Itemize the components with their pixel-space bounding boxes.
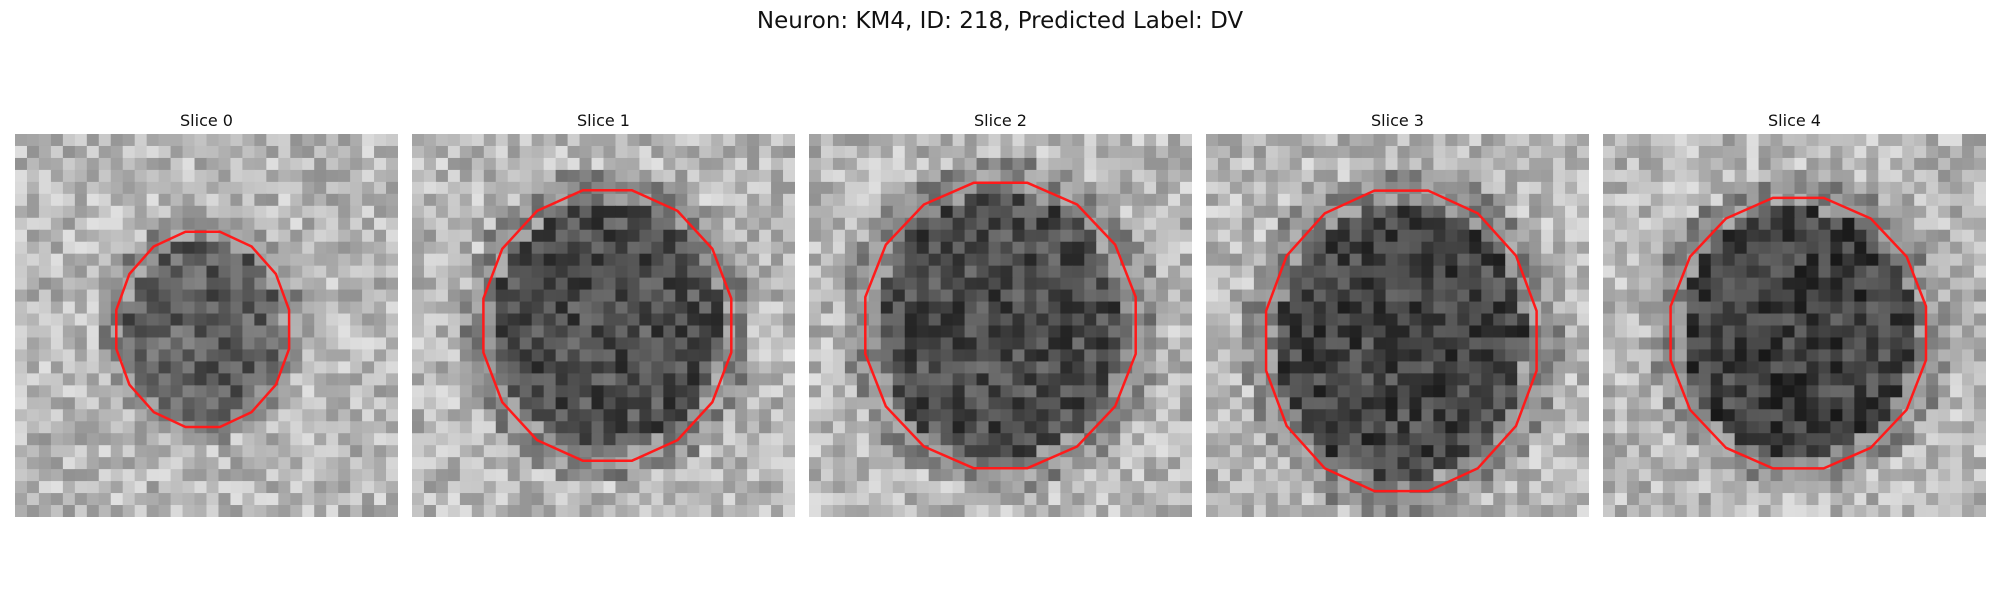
panel-title-slice-1: Slice 1	[577, 111, 630, 130]
pixel-grid	[809, 134, 1192, 517]
panel-slice-3: Slice 3	[1206, 110, 1589, 517]
contour-outline	[482, 189, 733, 462]
pixel-grid	[1603, 134, 1986, 517]
panel-slice-2: Slice 2	[809, 110, 1192, 517]
slice-4-image	[1603, 134, 1986, 517]
panel-title-slice-3: Slice 3	[1371, 111, 1424, 130]
contour-outline	[1264, 189, 1538, 493]
panel-title-slice-0: Slice 0	[180, 111, 233, 130]
figure-title: Neuron: KM4, ID: 218, Predicted Label: D…	[756, 8, 1244, 34]
contour-outline	[115, 230, 291, 429]
slice-1-image	[412, 134, 795, 517]
slice-3-image	[1206, 134, 1589, 517]
contour-outline	[1669, 196, 1928, 470]
panel-title-slice-2: Slice 2	[974, 111, 1027, 130]
pixel-grid	[412, 134, 795, 517]
pixel-grid	[15, 134, 398, 517]
panel-title-slice-4: Slice 4	[1768, 111, 1821, 130]
contour-outline	[864, 181, 1137, 470]
slice-0-image	[15, 134, 398, 517]
panel-slice-0: Slice 0	[15, 110, 398, 517]
slice-2-image	[809, 134, 1192, 517]
panel-slice-4: Slice 4	[1603, 110, 1986, 517]
panel-slice-1: Slice 1	[412, 110, 795, 517]
